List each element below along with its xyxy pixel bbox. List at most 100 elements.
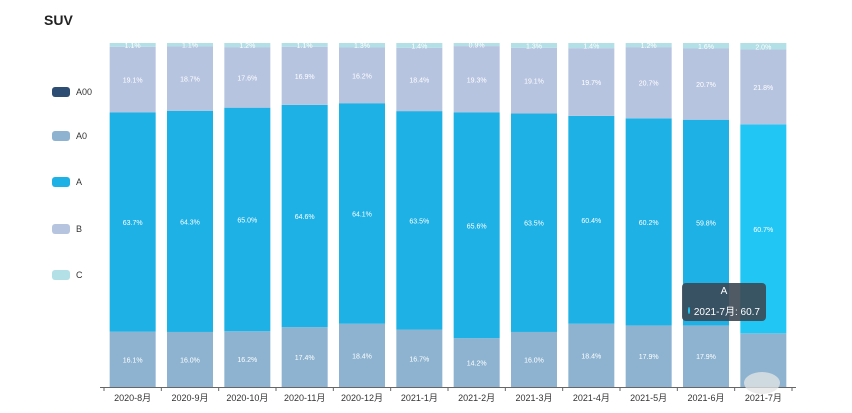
- data-label-A0-4: 18.4%: [352, 353, 372, 360]
- watermark-blob: [744, 372, 780, 394]
- bar-segment-A0-3[interactable]: [281, 327, 328, 387]
- legend-swatch-A: [52, 177, 70, 187]
- bar-segment-A0-2[interactable]: [224, 331, 271, 387]
- bar-segment-A0-8[interactable]: [568, 323, 615, 387]
- bar-segment-C-5[interactable]: [396, 43, 443, 48]
- bar-segment-B-1[interactable]: [167, 46, 213, 111]
- data-label-A-0: 63.7%: [123, 220, 143, 227]
- data-label-A-6: 65.6%: [467, 223, 487, 230]
- legend-item-A00[interactable]: A00: [52, 85, 92, 99]
- bar-segment-B-5[interactable]: [396, 47, 443, 112]
- bar-segment-C-4[interactable]: [339, 43, 385, 48]
- data-label-A0-1: 16.0%: [180, 357, 200, 364]
- data-label-A0-5: 16.7%: [409, 356, 429, 363]
- bar-segment-B-3[interactable]: [281, 46, 328, 105]
- bar-segment-B-6[interactable]: [453, 46, 500, 113]
- bar-segment-B-7[interactable]: [511, 47, 557, 114]
- bar-segment-C-0[interactable]: [109, 43, 156, 47]
- bar-segment-A-8[interactable]: [568, 115, 615, 324]
- data-label-C-5: 1.4%: [411, 43, 427, 50]
- tooltip: A 2021-7月: 60.7: [682, 283, 766, 321]
- data-label-A0-3: 17.4%: [295, 355, 315, 362]
- data-label-B-4: 16.2%: [352, 73, 372, 80]
- data-label-A-5: 63.5%: [409, 218, 429, 225]
- legend-item-B[interactable]: B: [52, 222, 82, 236]
- bar-segment-A-9[interactable]: [625, 118, 672, 326]
- bar-segment-C-1[interactable]: [167, 43, 213, 47]
- bar-segment-A0-10[interactable]: [683, 325, 729, 387]
- data-label-A0-2: 16.2%: [237, 357, 257, 364]
- data-label-B-9: 20.7%: [639, 81, 659, 88]
- data-label-C-1: 1.1%: [182, 43, 198, 50]
- bar-segment-A0-7[interactable]: [511, 331, 557, 387]
- bar-segment-B-4[interactable]: [339, 47, 385, 104]
- bar-segment-A-4[interactable]: [339, 103, 385, 324]
- bar-segment-A0-5[interactable]: [396, 329, 443, 387]
- tooltip-title: A: [720, 286, 728, 297]
- x-tick-label-10: 2021-6月: [687, 393, 724, 403]
- data-label-B-10: 20.7%: [696, 82, 716, 89]
- bar-segment-B-10[interactable]: [683, 48, 729, 120]
- bar-segment-A-1[interactable]: [167, 110, 213, 332]
- data-label-B-3: 16.9%: [295, 74, 315, 81]
- data-label-A-4: 64.1%: [352, 211, 372, 218]
- data-label-A0-9: 17.9%: [639, 354, 659, 361]
- data-label-B-0: 19.1%: [123, 78, 143, 85]
- bar-segment-B-0[interactable]: [109, 46, 156, 113]
- bar-segment-A0-4[interactable]: [339, 323, 385, 387]
- bar-segment-B-2[interactable]: [224, 47, 271, 108]
- data-label-A0-10: 17.9%: [696, 354, 716, 361]
- bar-segment-C-8[interactable]: [568, 43, 615, 49]
- data-label-B-1: 18.7%: [180, 77, 200, 84]
- bar-segment-C-6[interactable]: [453, 43, 500, 47]
- x-tick-label-9: 2021-5月: [630, 393, 667, 403]
- chart-title: SUV: [44, 12, 73, 28]
- data-label-B-5: 18.4%: [409, 77, 429, 84]
- data-label-C-6: 0.9%: [469, 43, 485, 50]
- bar-segment-A0-6[interactable]: [453, 338, 500, 387]
- legend-label-A0: A0: [76, 131, 88, 141]
- data-label-A-2: 65.0%: [237, 217, 257, 224]
- bar-segment-C-3[interactable]: [281, 43, 328, 47]
- data-label-A-9: 60.2%: [639, 220, 659, 227]
- bar-segment-A-6[interactable]: [453, 112, 500, 339]
- bar-segment-B-8[interactable]: [568, 48, 615, 116]
- data-label-A0-7: 16.0%: [524, 357, 544, 364]
- bar-segment-A-2[interactable]: [224, 107, 271, 332]
- bar-segment-C-11[interactable]: [740, 43, 787, 50]
- data-label-C-11: 2.0%: [755, 44, 771, 51]
- bar-segment-C-2[interactable]: [224, 43, 271, 48]
- bar-segment-A-5[interactable]: [396, 111, 443, 330]
- bar-segment-A0-9[interactable]: [625, 325, 672, 387]
- bar-segment-A0-1[interactable]: [167, 331, 213, 387]
- x-tick-label-7: 2021-3月: [515, 393, 552, 403]
- legend-item-A[interactable]: A: [52, 175, 82, 189]
- legend: A00 A0 A B C: [52, 0, 112, 413]
- tooltip-series-dot: [688, 307, 690, 314]
- bar-segment-A-0[interactable]: [109, 112, 156, 332]
- bar-segment-A0-0[interactable]: [109, 331, 156, 387]
- bar-segment-A-3[interactable]: [281, 104, 328, 328]
- bar-segment-A-7[interactable]: [511, 113, 557, 332]
- data-label-B-11: 21.8%: [753, 85, 773, 92]
- x-tick-label-6: 2021-2月: [458, 393, 495, 403]
- x-tick-label-8: 2021-4月: [573, 393, 610, 403]
- legend-label-A: A: [76, 177, 83, 187]
- legend-item-C[interactable]: C: [52, 268, 83, 282]
- x-tick-label-11: 2021-7月: [745, 393, 782, 403]
- bar-segment-B-11[interactable]: [740, 49, 787, 125]
- data-label-A-1: 64.3%: [180, 219, 200, 226]
- data-label-B-6: 19.3%: [467, 77, 487, 84]
- bar-segment-C-10[interactable]: [683, 43, 729, 49]
- data-label-C-8: 1.4%: [583, 44, 599, 51]
- bar-segment-B-9[interactable]: [625, 47, 672, 119]
- legend-item-A0[interactable]: A0: [52, 129, 87, 143]
- bar-segment-C-9[interactable]: [625, 43, 672, 48]
- data-label-C-3: 1.1%: [297, 43, 313, 50]
- bar-segment-C-7[interactable]: [511, 43, 557, 48]
- data-label-A-8: 60.4%: [581, 218, 601, 225]
- data-label-A-11: 60.7%: [753, 227, 773, 234]
- data-label-B-2: 17.6%: [237, 75, 257, 82]
